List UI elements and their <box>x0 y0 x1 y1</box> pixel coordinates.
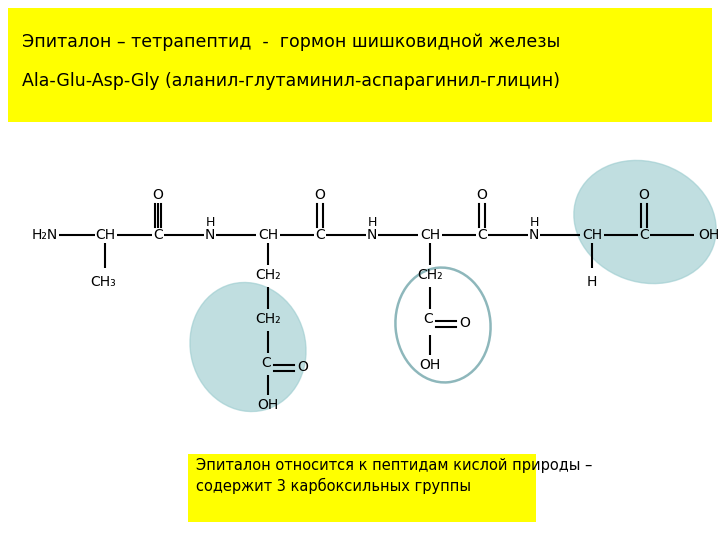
Ellipse shape <box>190 282 306 411</box>
Text: OH: OH <box>419 358 441 372</box>
Text: H: H <box>367 215 377 228</box>
Text: C: C <box>639 228 649 242</box>
Text: CH₂: CH₂ <box>255 312 281 326</box>
Text: O: O <box>315 188 325 202</box>
Text: H: H <box>529 215 539 228</box>
Text: C: C <box>261 356 271 370</box>
Text: OH: OH <box>257 398 279 412</box>
Text: CH: CH <box>258 228 278 242</box>
Text: N: N <box>528 228 539 242</box>
Text: O: O <box>297 360 308 374</box>
Text: O: O <box>459 316 470 330</box>
Text: N: N <box>204 228 215 242</box>
Text: H₂N: H₂N <box>32 228 58 242</box>
Text: Ala-Glu-Asp-Gly (аланил-глутаминил-аспарагинил-глицин): Ala-Glu-Asp-Gly (аланил-глутаминил-аспар… <box>22 72 560 90</box>
Text: Эпиталон относится к пептидам кислой природы –: Эпиталон относится к пептидам кислой при… <box>196 458 593 473</box>
FancyBboxPatch shape <box>188 454 536 522</box>
Text: H: H <box>587 275 597 289</box>
Text: O: O <box>477 188 487 202</box>
Text: H: H <box>205 215 215 228</box>
Text: O: O <box>153 188 163 202</box>
Text: N: N <box>366 228 377 242</box>
Text: Эпиталон – тетрапептид  -  гормон шишковидной железы: Эпиталон – тетрапептид - гормон шишковид… <box>22 33 560 51</box>
Text: CH₂: CH₂ <box>255 268 281 282</box>
Text: C: C <box>477 228 487 242</box>
Text: CH: CH <box>420 228 440 242</box>
Text: C: C <box>153 228 163 242</box>
Ellipse shape <box>574 160 716 284</box>
Text: OH: OH <box>698 228 719 242</box>
Text: CH: CH <box>582 228 602 242</box>
Text: содержит 3 карбоксильных группы: содержит 3 карбоксильных группы <box>196 478 471 494</box>
Text: CH: CH <box>95 228 115 242</box>
Text: C: C <box>315 228 325 242</box>
Text: C: C <box>423 312 433 326</box>
Text: O: O <box>639 188 649 202</box>
FancyBboxPatch shape <box>8 8 712 122</box>
Text: CH₂: CH₂ <box>417 268 443 282</box>
Text: CH₃: CH₃ <box>90 275 116 289</box>
